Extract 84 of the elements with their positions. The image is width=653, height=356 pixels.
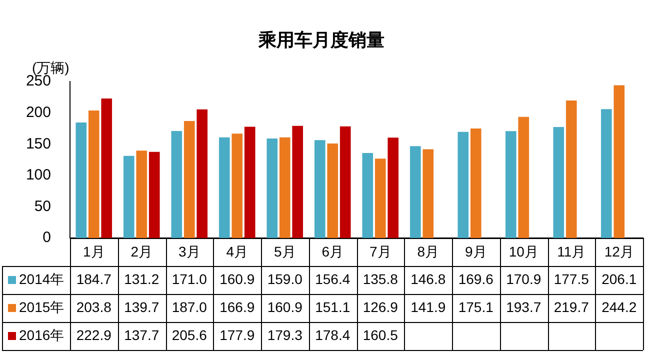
data-label: 126.9 [362,298,398,315]
y-tick-label: 0 [42,229,51,246]
bar [553,126,564,238]
x-tick-label: 6月 [322,243,344,260]
bar [600,109,612,238]
bar [374,158,386,238]
legend-label: 2014年 [19,270,64,287]
bar [292,126,304,238]
y-tick-label: 100 [26,166,51,184]
data-label: 178.4 [315,326,350,343]
data-label: 171.0 [172,270,208,287]
data-label: 160.9 [267,298,303,315]
bar [148,152,160,238]
data-label: 169.6 [458,270,494,287]
x-tick-label: 8月 [417,243,440,260]
data-label: 139.7 [124,298,160,315]
data-label: 179.3 [267,326,303,343]
bar [266,138,278,238]
bar [123,156,134,238]
x-tick-label: 5月 [274,243,296,260]
chart-title: 乘用车月度销量 [258,30,384,50]
y-tick-label: 50 [34,198,51,215]
bar [362,153,374,238]
data-label: 151.1 [315,298,350,315]
data-label: 177.5 [554,270,590,287]
bar [470,128,482,238]
bar [458,132,469,238]
bar [136,150,148,238]
data-label: 187.0 [172,298,208,315]
data-label: 219.7 [554,298,590,315]
data-label: 160.9 [220,270,255,287]
bar [340,126,351,238]
data-label: 244.2 [602,298,637,315]
bar [614,85,625,238]
x-tick-label: 11月 [557,243,586,260]
bar [244,126,256,238]
data-label: 135.8 [362,270,398,287]
bar [314,140,326,238]
data-label: 141.9 [410,298,446,315]
data-label: 177.9 [220,326,255,343]
bar [388,138,399,238]
bar [196,109,208,238]
data-label: 193.7 [506,298,542,315]
bar [410,146,421,238]
bar [171,131,182,238]
data-label: 170.9 [506,270,542,287]
y-axis-title: (万辆) [32,59,70,76]
data-label: 175.1 [458,298,494,315]
legend-label: 2015年 [19,298,64,315]
bar [88,110,100,238]
y-tick-label: 150 [26,135,51,152]
bar [76,122,87,238]
x-tick-label: 9月 [464,243,487,260]
data-label: 205.6 [172,326,208,343]
legend-label: 2016年 [19,326,64,343]
data-label: 203.8 [76,298,112,315]
data-label: 160.5 [362,326,398,343]
x-tick-label: 1月 [82,243,105,260]
x-tick-label: 12月 [604,243,634,260]
y-tick-label: 200 [26,104,51,122]
bar [101,98,112,238]
bar [232,134,243,238]
bar [279,137,290,238]
data-label: 159.0 [267,270,303,287]
data-label: 146.8 [410,270,446,287]
data-label: 206.1 [602,270,637,287]
x-tick-label: 3月 [178,243,200,260]
data-label: 137.7 [124,326,160,343]
bar [218,137,230,238]
x-tick-label: 4月 [226,243,248,260]
x-tick-label: 2月 [130,243,153,260]
x-tick-label: 7月 [369,243,392,260]
data-label: 131.2 [124,270,160,287]
data-label: 156.4 [315,270,350,287]
data-label: 184.7 [76,270,112,287]
bar [422,149,434,238]
data-label: 166.9 [220,298,255,315]
bar [505,131,516,238]
x-tick-label: 10月 [508,243,538,260]
bar [518,116,530,238]
data-label: 222.9 [76,326,112,343]
bar [566,100,577,238]
bar [184,121,195,238]
bar [327,143,338,238]
